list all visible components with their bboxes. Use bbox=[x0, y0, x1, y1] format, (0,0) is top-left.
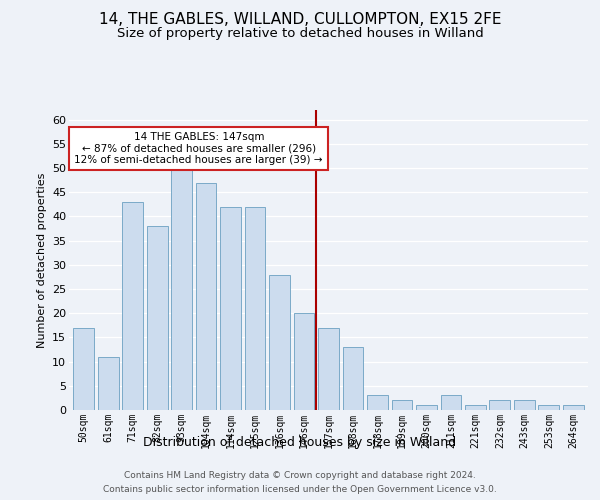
Bar bbox=[367, 396, 388, 410]
Text: Distribution of detached houses by size in Willand: Distribution of detached houses by size … bbox=[143, 436, 457, 449]
Text: Contains public sector information licensed under the Open Government Licence v3: Contains public sector information licen… bbox=[103, 484, 497, 494]
Y-axis label: Number of detached properties: Number of detached properties bbox=[37, 172, 47, 348]
Bar bbox=[538, 405, 559, 410]
Bar bbox=[440, 396, 461, 410]
Text: Contains HM Land Registry data © Crown copyright and database right 2024.: Contains HM Land Registry data © Crown c… bbox=[124, 472, 476, 480]
Bar bbox=[245, 207, 265, 410]
Bar bbox=[318, 328, 339, 410]
Text: 14 THE GABLES: 147sqm
← 87% of detached houses are smaller (296)
12% of semi-det: 14 THE GABLES: 147sqm ← 87% of detached … bbox=[74, 132, 323, 165]
Bar bbox=[269, 274, 290, 410]
Text: Size of property relative to detached houses in Willand: Size of property relative to detached ho… bbox=[116, 28, 484, 40]
Bar bbox=[465, 405, 486, 410]
Bar bbox=[293, 313, 314, 410]
Bar bbox=[490, 400, 510, 410]
Text: 14, THE GABLES, WILLAND, CULLOMPTON, EX15 2FE: 14, THE GABLES, WILLAND, CULLOMPTON, EX1… bbox=[99, 12, 501, 28]
Bar bbox=[98, 357, 119, 410]
Bar bbox=[147, 226, 167, 410]
Bar bbox=[122, 202, 143, 410]
Bar bbox=[392, 400, 412, 410]
Bar bbox=[416, 405, 437, 410]
Bar bbox=[563, 405, 584, 410]
Bar bbox=[171, 168, 192, 410]
Bar bbox=[343, 347, 364, 410]
Bar bbox=[73, 328, 94, 410]
Bar bbox=[514, 400, 535, 410]
Bar bbox=[196, 182, 217, 410]
Bar bbox=[220, 207, 241, 410]
